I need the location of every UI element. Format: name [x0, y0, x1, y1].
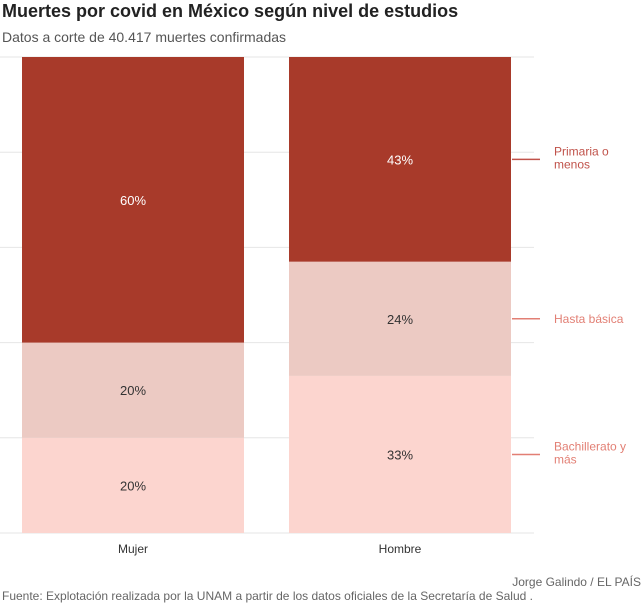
x-tick-label: Hombre [379, 542, 422, 556]
legend-label: Bachillerato y más [554, 439, 626, 466]
bar-segment-hombre-1 [289, 261, 511, 376]
chart-title: Muertes por covid en México según nivel … [2, 1, 459, 21]
bar-segment-mujer-2 [22, 57, 244, 343]
x-tick-label: Mujer [118, 542, 148, 556]
data-label: 20% [120, 478, 146, 493]
bar-segment-mujer-0 [22, 437, 244, 533]
bar-segment-mujer-1 [22, 342, 244, 438]
bar-segment-hombre-0 [289, 375, 511, 533]
data-label: 60% [120, 193, 146, 208]
credit-text: Jorge Galindo / EL PAÍS [512, 575, 641, 589]
bar-segment-hombre-2 [289, 57, 511, 262]
legend-label: Primaria o menos [554, 144, 609, 171]
chart-subtitle: Datos a corte de 40.417 muertes confirma… [2, 29, 287, 45]
data-label: 43% [387, 152, 413, 167]
source-text: Fuente: Explotación realizada por la UNA… [2, 589, 533, 603]
data-label: 33% [387, 447, 413, 462]
legend-label: Hasta básica [554, 312, 624, 326]
data-label: 24% [387, 312, 413, 327]
data-label: 20% [120, 383, 146, 398]
